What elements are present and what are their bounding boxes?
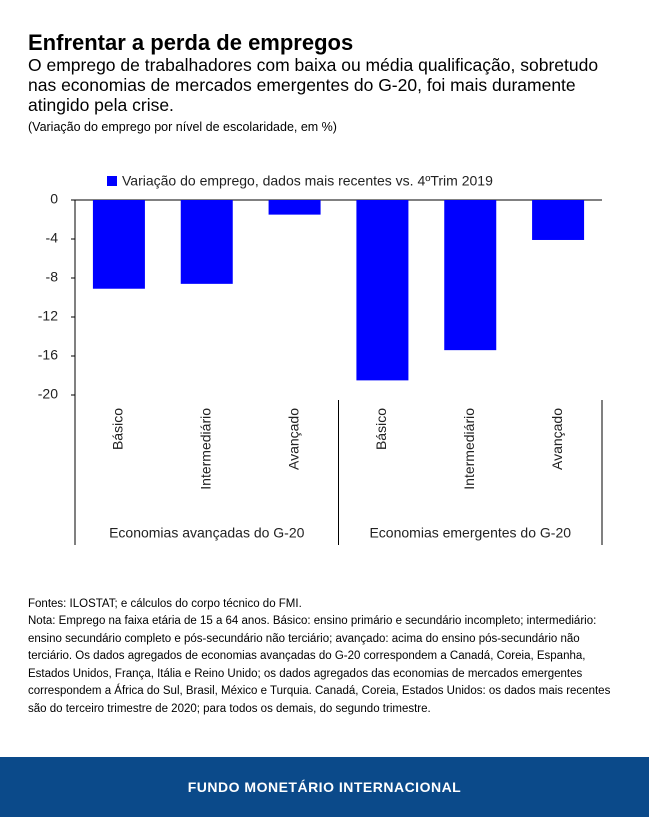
- subtitle: O emprego de trabalhadores com baixa ou …: [28, 55, 599, 115]
- group-label: Economias avançadas do G-20: [109, 525, 305, 541]
- footer: FUNDO MONETÁRIO INTERNACIONAL: [0, 757, 649, 817]
- x-tick-label: Avançado: [285, 408, 301, 470]
- y-tick-label: -16: [38, 347, 58, 363]
- legend-swatch: [107, 176, 117, 186]
- note: Nota: Emprego na faixa etária de 15 a 64…: [28, 615, 611, 715]
- x-tick-label: Intermediário: [197, 408, 213, 490]
- sources: Fontes: ILOSTAT; e cálculos do corpo téc…: [28, 598, 302, 610]
- x-tick-label: Básico: [373, 408, 389, 450]
- bar: [444, 200, 497, 351]
- x-tick-label: Intermediário: [461, 408, 477, 490]
- y-tick-label: -8: [46, 269, 59, 285]
- group-label: Economias emergentes do G-20: [369, 525, 571, 541]
- chart: 0 -4 -8 -12 -16 -20 Variação do emprego, dados…: [38, 173, 603, 545]
- bar: [268, 200, 321, 215]
- y-tick-label: -12: [38, 308, 58, 324]
- x-tick-label: Básico: [110, 408, 126, 450]
- x-tick-label: Avançado: [549, 408, 565, 470]
- y-tick-label: -4: [46, 230, 59, 246]
- bar: [92, 200, 145, 289]
- title: Enfrentar a perda de empregos: [28, 30, 354, 55]
- bar: [356, 200, 409, 381]
- y-tick-label: -20: [38, 386, 58, 402]
- units: (Variação do emprego por nível de escola…: [28, 120, 337, 134]
- bar: [180, 200, 233, 284]
- y-tick-label: 0: [50, 191, 58, 207]
- legend-label: Variação do emprego, dados mais recentes…: [122, 173, 493, 189]
- bar: [532, 200, 585, 240]
